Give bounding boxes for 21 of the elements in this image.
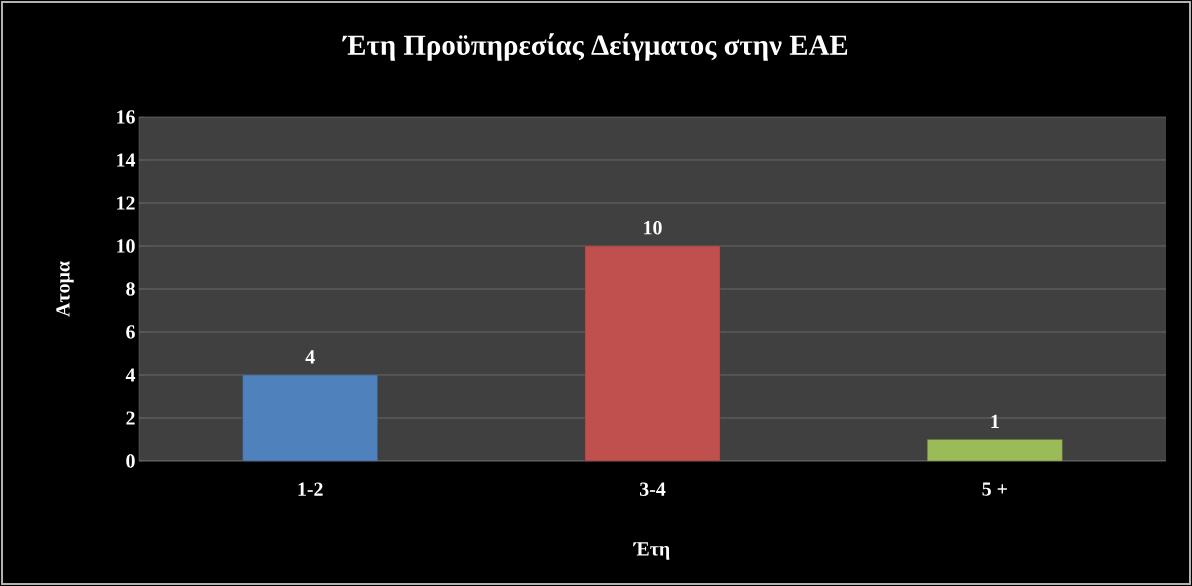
y-tick-label: 8 (126, 282, 135, 296)
y-tick-label: 16 (117, 110, 135, 124)
x-axis-title: Έτη (632, 542, 670, 560)
y-tick-label: 10 (117, 239, 135, 253)
x-tick-label: 3-4 (639, 482, 666, 496)
y-tick-label: 2 (126, 411, 135, 425)
data-label: 10 (644, 221, 662, 235)
chart-title: Έτη Προϋπηρεσίας Δείγματος στην ΕΑΕ (342, 33, 848, 61)
y-tick-label: 12 (117, 196, 135, 210)
y-tick-label: 14 (117, 153, 136, 167)
y-axis-title: Ατομα (56, 261, 74, 317)
y-tick-label: 4 (125, 368, 136, 382)
bar (927, 439, 1063, 462)
y-tick-label: 0 (126, 454, 135, 468)
x-tick-label: 1-2 (298, 482, 323, 496)
y-tick-label: 6 (126, 325, 135, 339)
x-tick-label: 5 + (982, 482, 1007, 496)
bar (584, 245, 721, 462)
data-label: 1 (991, 414, 999, 428)
bar (242, 374, 378, 462)
data-label: 4 (305, 350, 315, 364)
